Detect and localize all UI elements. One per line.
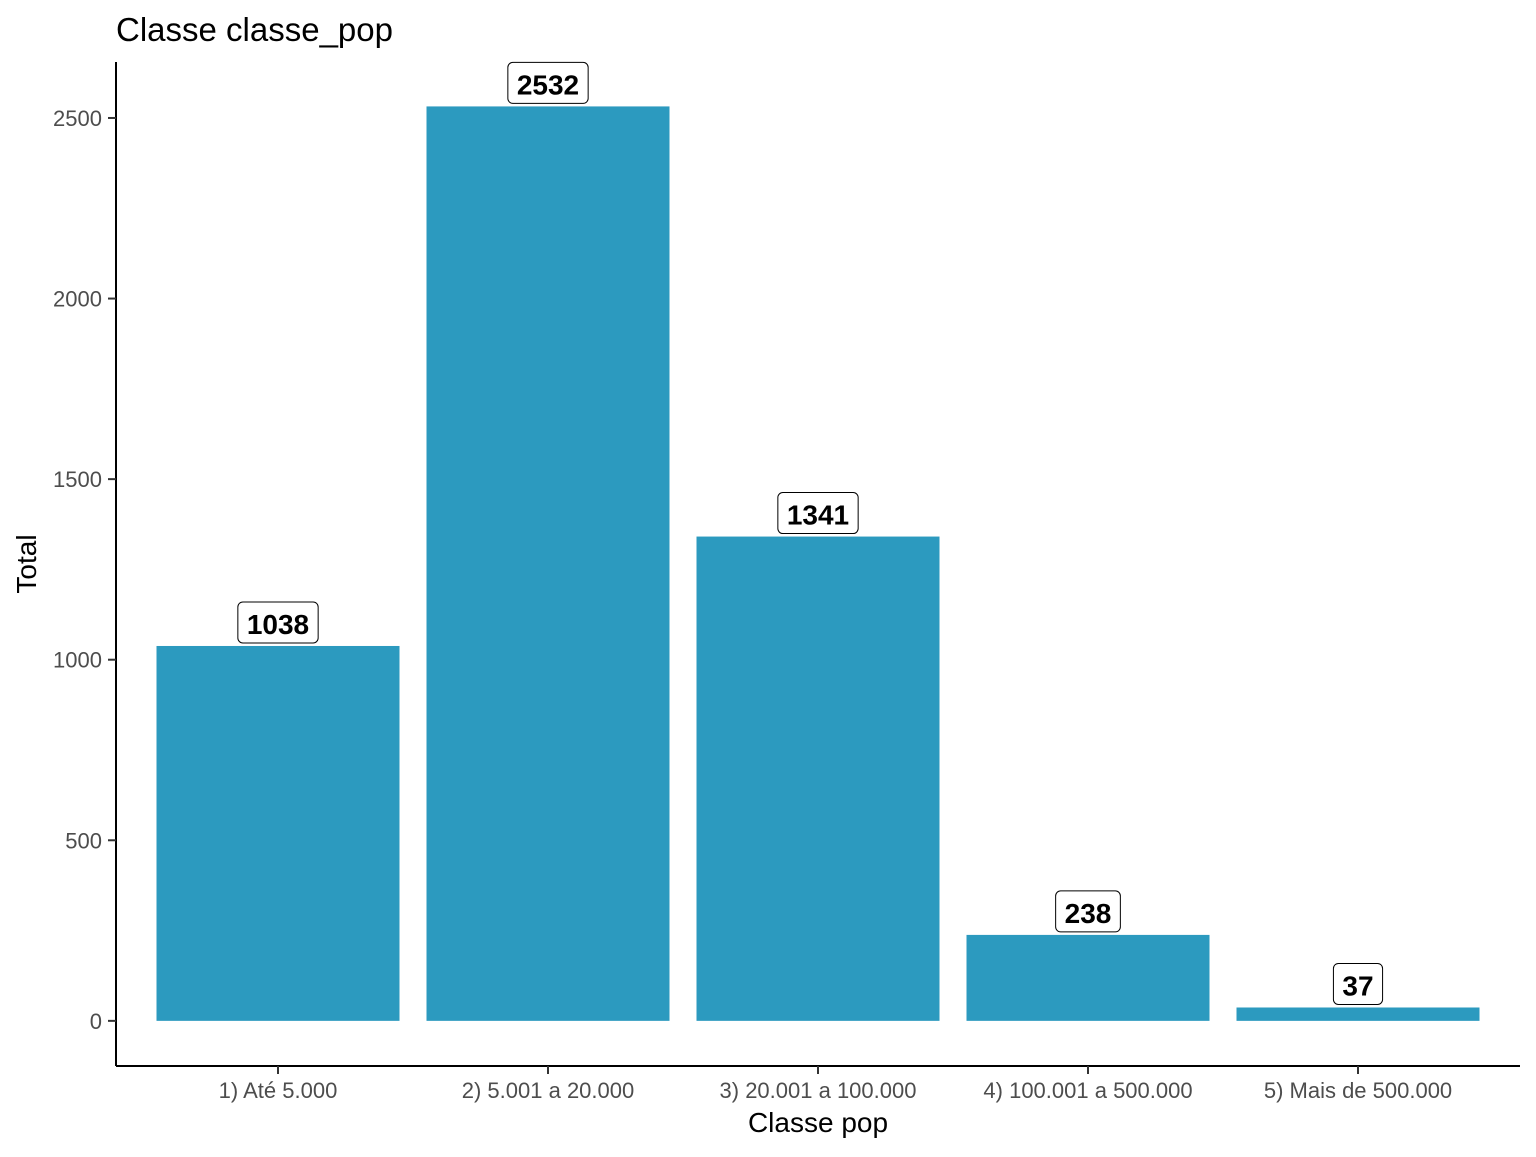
y-tick-label-500: 500 [65, 828, 102, 853]
bars-group [156, 106, 1480, 1021]
data-label-1: 1038 [237, 601, 319, 644]
y-tick-label-0: 0 [90, 1009, 102, 1034]
x-tick-label-2: 2) 5.001 a 20.000 [462, 1078, 634, 1103]
data-label-box-1 [237, 601, 319, 644]
data-label-text-3: 1341 [787, 500, 849, 531]
data-label-2: 2532 [507, 61, 589, 104]
bar-5 [1236, 1007, 1480, 1021]
data-label-box-5 [1332, 962, 1384, 1005]
bar-4 [966, 934, 1210, 1021]
data-label-5: 37 [1332, 962, 1384, 1005]
x-tick-label-4: 4) 100.001 a 500.000 [983, 1078, 1192, 1103]
bar-1 [156, 645, 400, 1021]
data-labels-group: 1038 2532 1341 238 37 [237, 61, 1384, 1005]
data-label-box-3 [777, 492, 859, 535]
data-label-text-4: 238 [1065, 898, 1112, 929]
chart-title: Classe classe_pop [116, 11, 393, 48]
bar-3 [696, 536, 940, 1021]
data-label-box-4 [1055, 890, 1121, 933]
x-axis-title: Classe pop [748, 1107, 888, 1138]
data-label-text-2: 2532 [517, 69, 579, 100]
axes-group: 0 500 1000 1500 2000 2500 1) Até 5.000 2) 5.001… [53, 62, 1520, 1103]
bar-2 [426, 106, 670, 1021]
y-tick-label-2000: 2000 [53, 287, 102, 312]
y-tick-label-2500: 2500 [53, 106, 102, 131]
data-label-text-1: 1038 [247, 609, 309, 640]
x-tick-label-5: 5) Mais de 500.000 [1264, 1078, 1452, 1103]
data-label-text-5: 37 [1342, 970, 1373, 1001]
y-tick-label-1000: 1000 [53, 648, 102, 673]
y-axis-title: Total [11, 534, 42, 593]
data-label-4: 238 [1055, 890, 1121, 933]
x-tick-label-1: 1) Até 5.000 [219, 1078, 338, 1103]
x-tick-label-3: 3) 20.001 a 100.000 [720, 1078, 917, 1103]
y-tick-label-1500: 1500 [53, 467, 102, 492]
data-label-3: 1341 [777, 492, 859, 535]
data-label-box-2 [507, 61, 589, 104]
